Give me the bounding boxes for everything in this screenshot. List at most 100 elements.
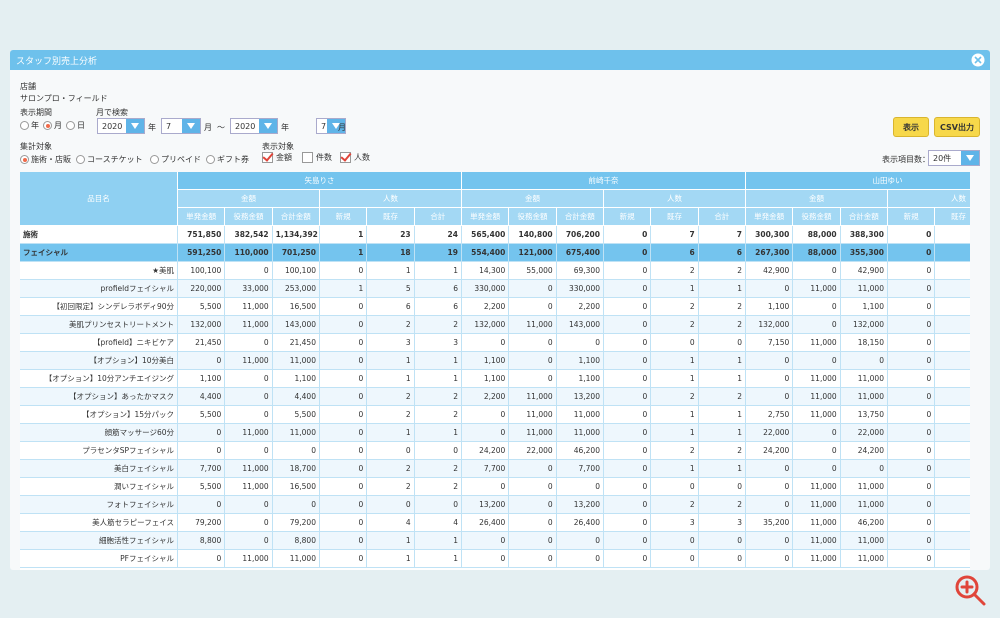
table-cell: 132,000 [746,316,794,334]
table-cell: 565,400 [462,226,510,244]
row-label: 【初回限定】シンデレラボディ90分 [20,298,178,316]
table-cell: 751,850 [178,226,226,244]
table-cell: 0 [556,334,604,352]
table-cell: 2 [367,478,415,496]
unit: 年 [281,123,289,132]
table-cell: 5,500 [178,478,226,496]
table-cell: 21,450 [178,334,226,352]
table-cell: 1 [651,424,699,442]
table-cell: 0 [793,316,841,334]
table-cell: 0 [178,352,226,370]
table-cell: 0 [793,460,841,478]
table-cell [935,424,970,442]
show-button[interactable]: 表示 [893,117,929,137]
table-cell: 4 [414,514,462,532]
table-cell: 0 [414,496,462,514]
table-cell: 11,000 [793,370,841,388]
checkbox[interactable]: 件数 [302,152,332,163]
radio[interactable]: 月 [43,120,62,131]
select[interactable]: 7 [316,118,346,134]
table-cell: 11,000 [225,550,273,568]
column-header: 単発金額 [746,208,794,226]
separator: ～ [217,123,225,132]
table-cell: 0 [320,460,368,478]
table-cell: 2 [698,496,746,514]
table-cell: 0 [462,406,510,424]
table-cell: 0 [793,442,841,460]
table-cell: 1 [698,424,746,442]
csv-button[interactable]: CSV出力 [934,117,980,137]
radio[interactable]: 施術・店販 [20,154,71,165]
table-cell: 1 [320,280,368,298]
radio[interactable]: コースチケット [76,154,143,165]
table-cell: 1 [367,550,415,568]
table-cell: 0 [320,316,368,334]
table-cell: 0 [225,262,273,280]
table-cell: 0 [509,334,557,352]
table-cell: 6 [698,244,746,262]
table-cell: 8,800 [272,532,320,550]
checkbox[interactable]: 金額 [262,152,292,163]
table-cell: 22,000 [509,442,557,460]
table-cell: 0 [556,532,604,550]
table-cell: 1 [367,352,415,370]
table-cell: 0 [604,460,652,478]
table-cell: 1 [414,532,462,550]
staff-header: 前崎千奈 [462,172,746,190]
table-cell: 1 [651,352,699,370]
close-button[interactable] [971,53,985,67]
table-cell: 701,250 [272,244,320,262]
table-cell: 0 [320,514,368,532]
table-cell: 79,200 [272,514,320,532]
table-cell: 0 [462,334,510,352]
table-cell: 100,100 [178,262,226,280]
table-cell: 0 [746,370,794,388]
row-label: 【オプション】10分アンチエイジング [20,370,178,388]
column-header: 役務金額 [509,208,557,226]
table-cell: 14,300 [462,262,510,280]
zoom-icon[interactable] [950,570,990,610]
table-cell: 11,000 [225,298,273,316]
title-bar: スタッフ別売上分析 [10,50,990,70]
table-cell: 0 [746,352,794,370]
table-cell: 0 [320,406,368,424]
column-header: 既存 [367,208,415,226]
window-title: スタッフ別売上分析 [16,57,98,67]
table-cell: 300,300 [746,226,794,244]
table-cell: 5,500 [178,406,226,424]
table-cell [935,496,970,514]
table-cell: 0 [746,388,794,406]
group-header: 人数 [604,190,746,208]
table-cell: 1 [698,460,746,478]
select[interactable]: 2020 [230,118,278,134]
table-cell: 0 [888,352,936,370]
radio[interactable]: ギフト券 [206,154,249,165]
column-header: 合計金額 [556,208,604,226]
select[interactable]: 20件 [928,150,980,166]
table-cell: 11,000 [840,370,888,388]
row-label: 細胞活性フェイシャル [20,532,178,550]
table-cell: 0 [604,478,652,496]
table-cell: 554,400 [462,244,510,262]
table-cell: 0 [888,496,936,514]
table-cell: 1 [414,370,462,388]
table-cell: 2 [651,262,699,280]
table-cell: 55,000 [509,262,557,280]
select[interactable]: 2020 [97,118,145,134]
radio[interactable]: 日 [66,120,85,131]
table-cell: 11,000 [793,406,841,424]
radio[interactable]: 年 [20,120,39,131]
table-cell: 11,000 [509,388,557,406]
row-label: 【オプション】15分パック [20,406,178,424]
radio[interactable]: プリペイド [150,154,201,165]
table-cell: 0 [509,496,557,514]
select[interactable]: 7 [161,118,201,134]
table-cell: 0 [604,496,652,514]
column-header: 役務金額 [793,208,841,226]
checkbox[interactable]: 人数 [340,152,370,163]
table-cell: 11,000 [225,316,273,334]
table-cell: 0 [888,280,936,298]
table-cell: 2 [414,316,462,334]
table-cell: 2 [698,316,746,334]
table-cell: 0 [225,370,273,388]
